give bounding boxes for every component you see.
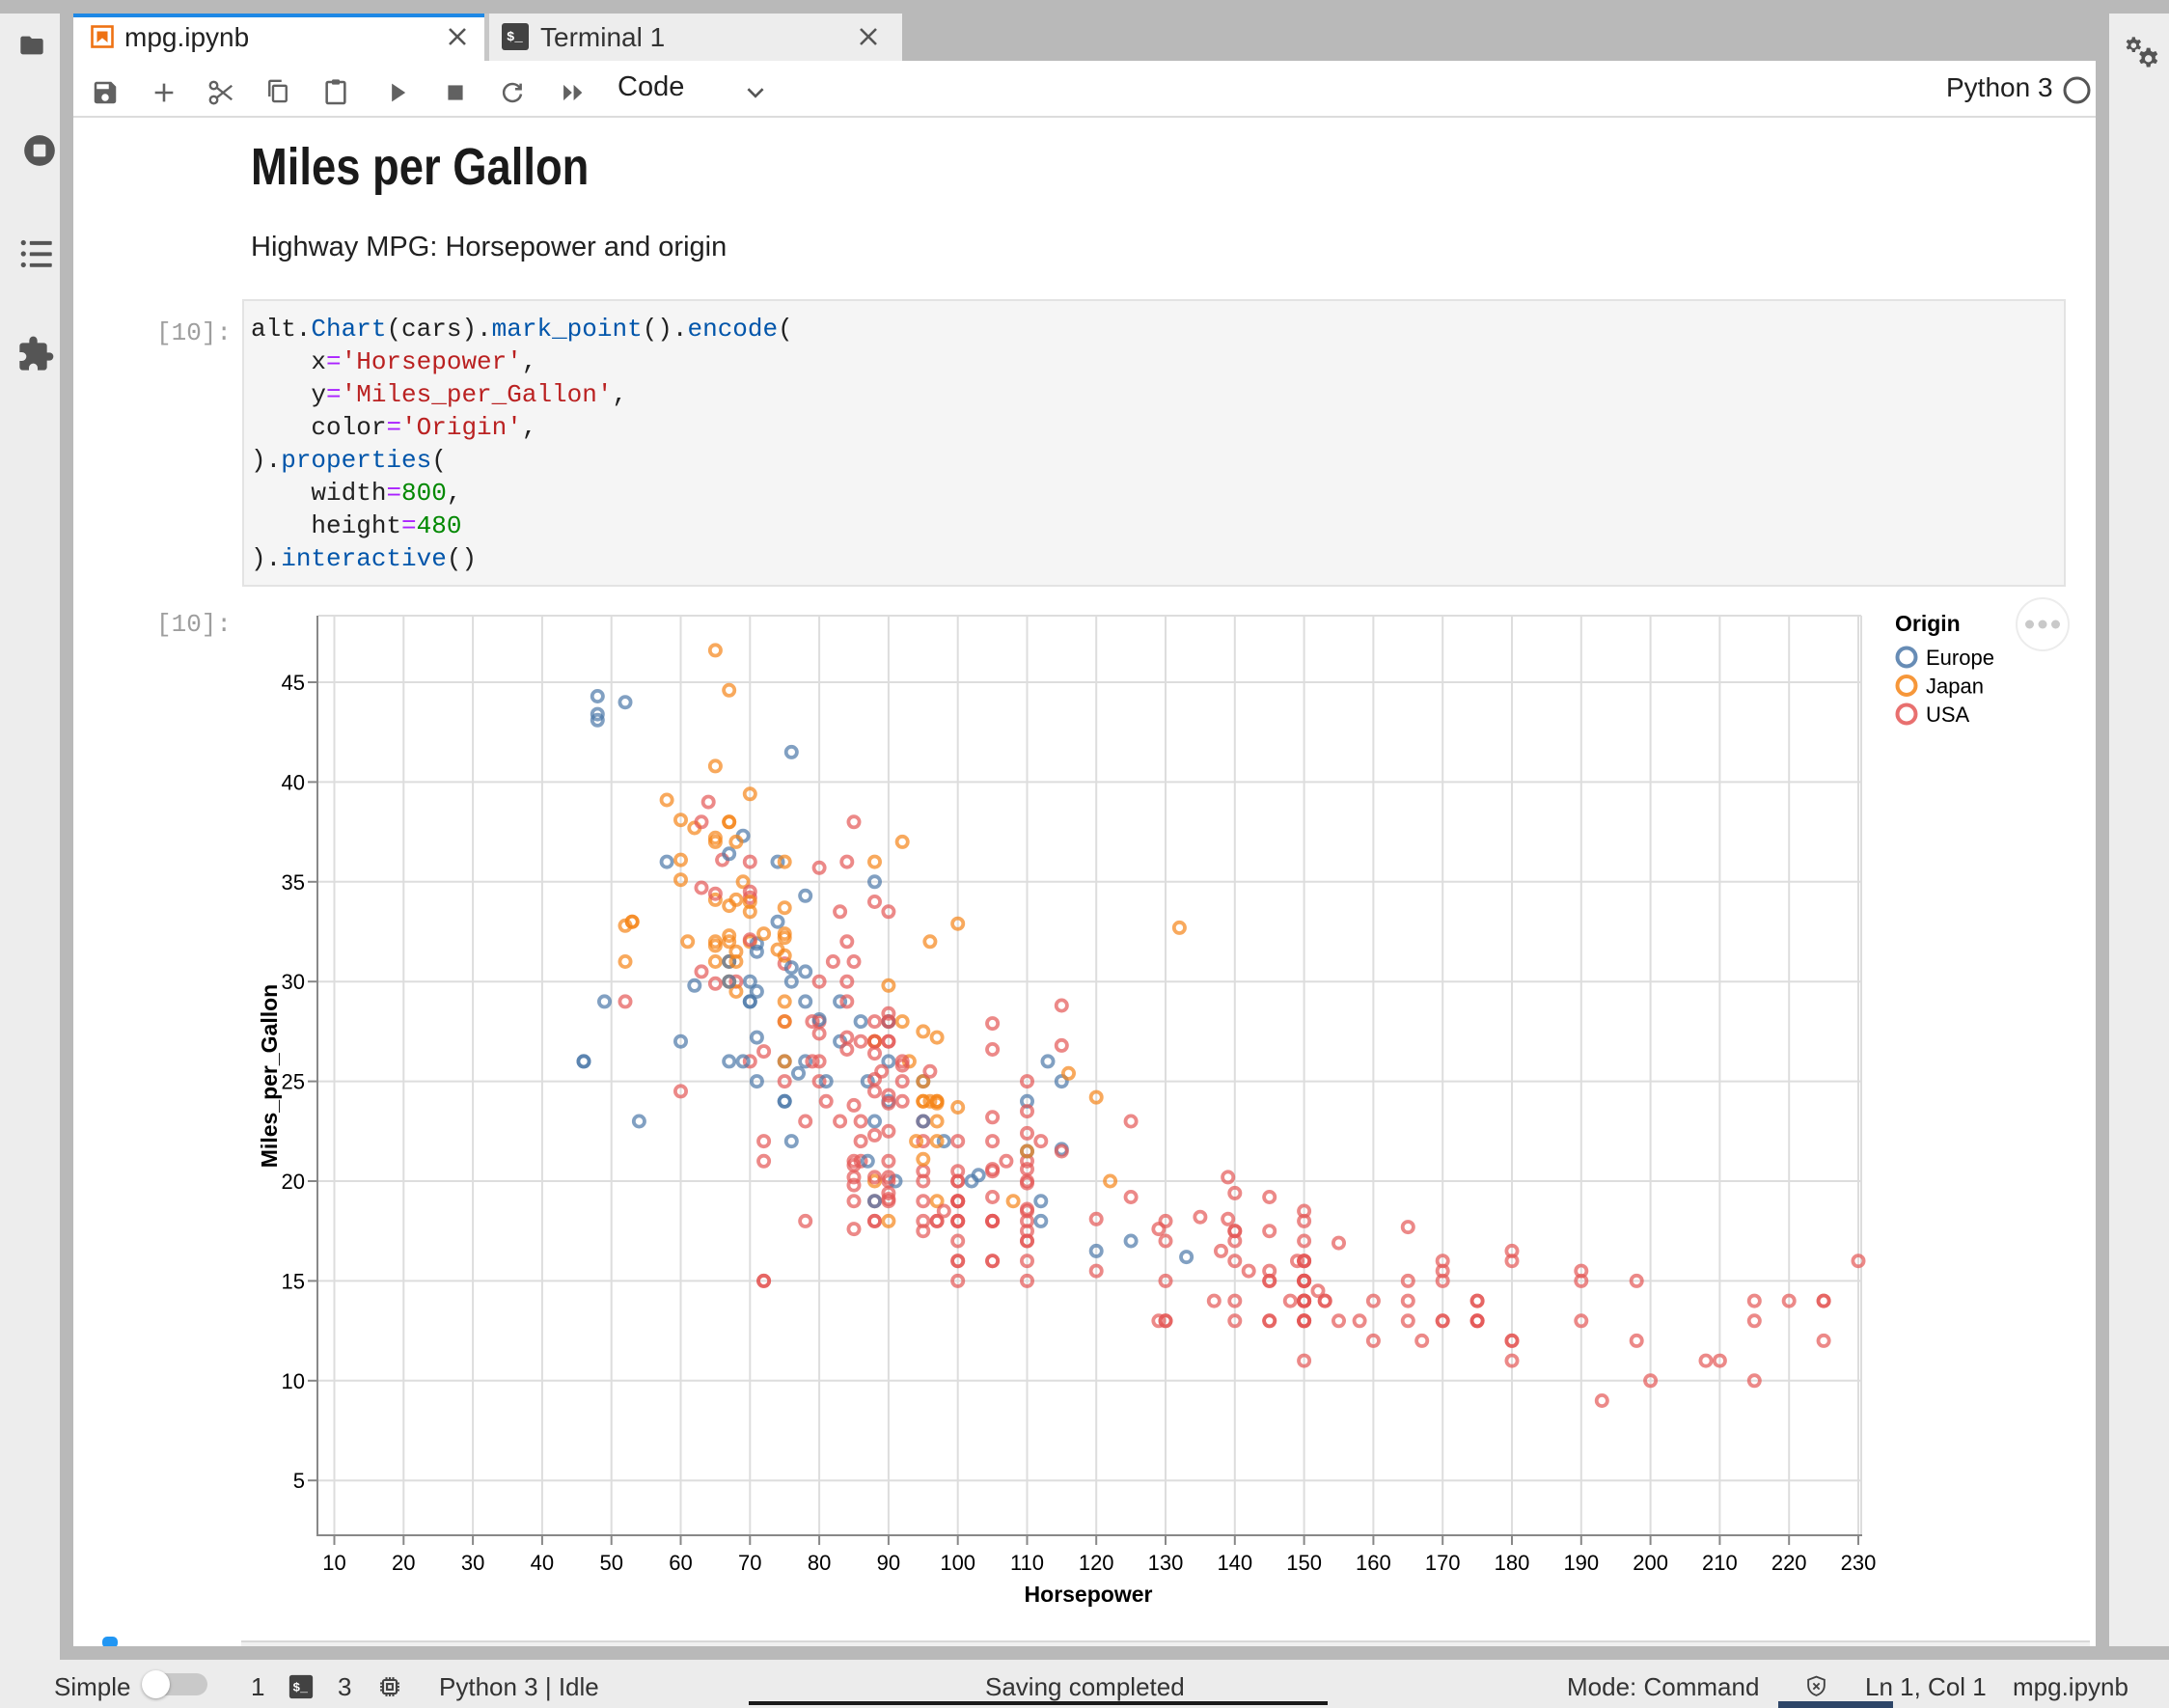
svg-text:200: 200 [1633, 1551, 1668, 1575]
svg-text:180: 180 [1495, 1551, 1530, 1575]
svg-text:120: 120 [1079, 1551, 1114, 1575]
svg-text:30: 30 [282, 970, 305, 994]
svg-text:80: 80 [808, 1551, 831, 1575]
svg-text:20: 20 [392, 1551, 415, 1575]
svg-text:130: 130 [1148, 1551, 1184, 1575]
svg-text:110: 110 [1010, 1551, 1044, 1575]
svg-text:25: 25 [282, 1070, 305, 1094]
svg-text:230: 230 [1841, 1551, 1877, 1575]
svg-text:210: 210 [1702, 1551, 1738, 1575]
svg-text:190: 190 [1563, 1551, 1599, 1575]
svg-text:140: 140 [1217, 1551, 1252, 1575]
svg-text:100: 100 [940, 1551, 975, 1575]
svg-text:20: 20 [282, 1170, 305, 1194]
svg-text:40: 40 [282, 770, 305, 794]
svg-text:160: 160 [1356, 1551, 1391, 1575]
svg-text:40: 40 [531, 1551, 554, 1575]
svg-text:Origin: Origin [1895, 611, 1961, 636]
svg-text:30: 30 [461, 1551, 484, 1575]
svg-text:5: 5 [293, 1469, 305, 1493]
svg-text:220: 220 [1771, 1551, 1807, 1575]
svg-text:USA: USA [1926, 702, 1970, 727]
svg-text:70: 70 [738, 1551, 761, 1575]
svg-text:Miles_per_Gallon: Miles_per_Gallon [257, 984, 282, 1168]
svg-text:10: 10 [322, 1551, 345, 1575]
svg-text:60: 60 [669, 1551, 692, 1575]
svg-text:$_: $_ [507, 30, 523, 45]
svg-text:Europe: Europe [1926, 646, 1994, 670]
svg-text:150: 150 [1286, 1551, 1322, 1575]
svg-text:170: 170 [1425, 1551, 1461, 1575]
svg-text:15: 15 [282, 1269, 305, 1293]
svg-text:50: 50 [599, 1551, 622, 1575]
svg-text:45: 45 [282, 671, 305, 695]
svg-text:Horsepower: Horsepower [1025, 1582, 1153, 1607]
svg-text:10: 10 [282, 1369, 305, 1393]
svg-text:Japan: Japan [1926, 675, 1984, 699]
svg-text:$_: $_ [292, 1680, 308, 1694]
svg-text:35: 35 [282, 870, 305, 895]
svg-text:90: 90 [877, 1551, 900, 1575]
